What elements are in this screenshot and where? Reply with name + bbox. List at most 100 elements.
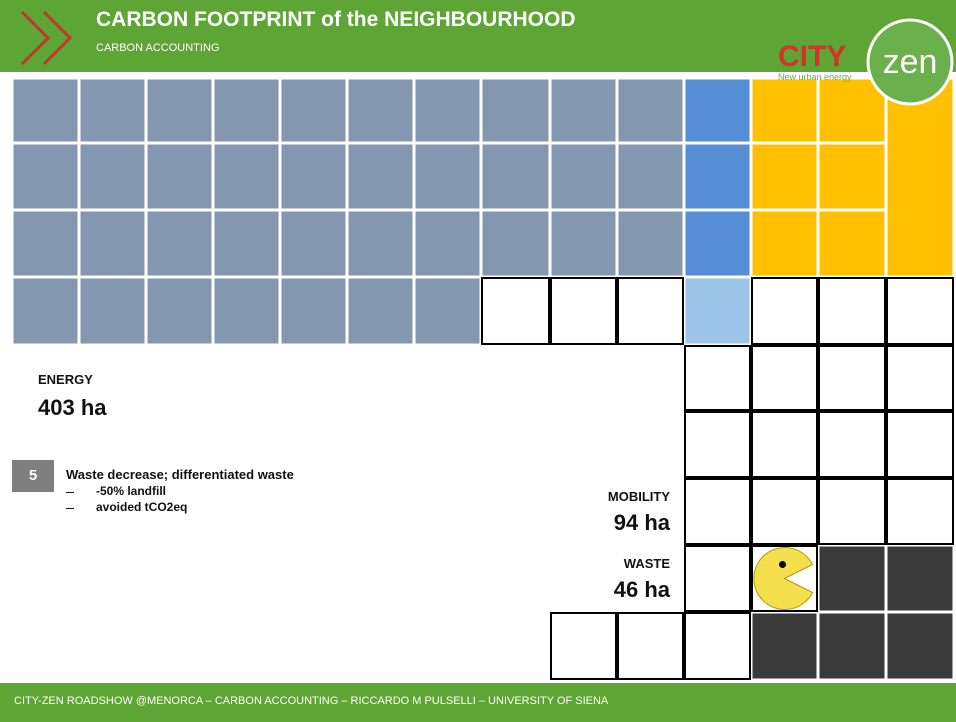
yellow-cell [818,210,886,277]
white-cell [617,612,684,680]
logo: CITY zen New urban energy [778,18,954,106]
white-cell [481,277,550,345]
grey-cell [280,277,347,345]
grey-cell [79,78,146,143]
white-cell [886,345,954,411]
grey-cell [414,78,481,143]
yellow-cell [818,78,886,143]
white-cell [617,277,684,345]
footer-bar [0,683,956,722]
blue-cell [684,143,751,210]
white-cell [886,411,954,478]
grey-cell [213,143,280,210]
action-title: Waste decrease; differentiated waste [66,467,294,482]
grey-cell [12,143,79,210]
grey-cell [146,277,213,345]
grey-cell [146,143,213,210]
white-cell [751,411,818,478]
blue-cell [684,78,751,143]
grey-cell [79,143,146,210]
energy-label: ENERGY [38,372,93,387]
grey-cell [481,210,550,277]
grey-cell [347,143,414,210]
subtitle: CARBON ACCOUNTING [96,42,220,54]
chevrons [20,10,73,66]
grey-cell [617,78,684,143]
title: CARBON FOOTPRINT of the NEIGHBOURHOOD [96,8,576,31]
mobility-value: 94 ha [613,510,670,535]
white-cell [684,478,751,545]
dark-cell [886,612,954,680]
white-cell [818,411,886,478]
lblue-cell [684,277,751,345]
logo-tagline: New urban energy [778,72,852,82]
white-cell [818,277,886,345]
grey-cell [550,210,617,277]
yellow-cell [818,143,886,210]
grey-cell [213,210,280,277]
grey-cell [414,143,481,210]
white-cell [751,277,818,345]
logo-city: CITY [778,40,846,73]
dark-cell [751,612,818,680]
footer-text: CITY-ZEN ROADSHOW @MENORCA – CARBON ACCO… [14,695,609,707]
bullet-dash [66,492,74,493]
grey-cell [481,143,550,210]
yellow-cell [751,143,818,210]
grey-cell [12,277,79,345]
grey-cell [617,143,684,210]
grey-cell [550,143,617,210]
action-item: -50% landfill [96,484,167,498]
white-cell [550,612,617,680]
grey-cell [12,78,79,143]
header-bar [0,0,956,72]
action-item: avoided tCO2eq [96,500,188,514]
grey-cell [414,277,481,345]
pacman-eye [779,561,786,568]
white-cell [751,478,818,545]
mobility-label: MOBILITY [607,489,670,504]
grey-cell [347,78,414,143]
grey-cell [280,210,347,277]
waste-label: WASTE [623,556,670,571]
grey-cell [146,210,213,277]
grey-cell [213,78,280,143]
yellow-cell [886,78,954,277]
grey-cell [481,78,550,143]
white-cell [818,345,886,411]
action-number: 5 [12,460,54,492]
white-cell [684,612,751,680]
dark-cell [818,612,886,680]
white-cell [550,277,617,345]
white-cell [886,478,954,545]
grey-cell [617,210,684,277]
white-cell [886,277,954,345]
pacman [753,547,814,610]
dark-cell [886,545,954,612]
grey-cell [414,210,481,277]
white-cell [751,345,818,411]
yellow-cell [751,210,818,277]
grey-cell [347,277,414,345]
waste-value: 46 ha [613,577,670,602]
grey-cell [550,78,617,143]
white-cell [684,345,751,411]
grey-cell [79,277,146,345]
grey-cell [280,78,347,143]
logo-zen: zen [883,43,938,81]
white-cell [684,411,751,478]
grey-cell [213,277,280,345]
grey-cell [347,210,414,277]
white-cell [818,478,886,545]
grey-cell [146,78,213,143]
grey-cell [12,210,79,277]
yellow-cell [751,78,818,143]
grey-cell [79,210,146,277]
dark-cell [818,545,886,612]
blue-cell [684,210,751,277]
bullet-dash [66,508,74,509]
grey-cell [280,143,347,210]
energy-value: 403 ha [38,395,107,420]
